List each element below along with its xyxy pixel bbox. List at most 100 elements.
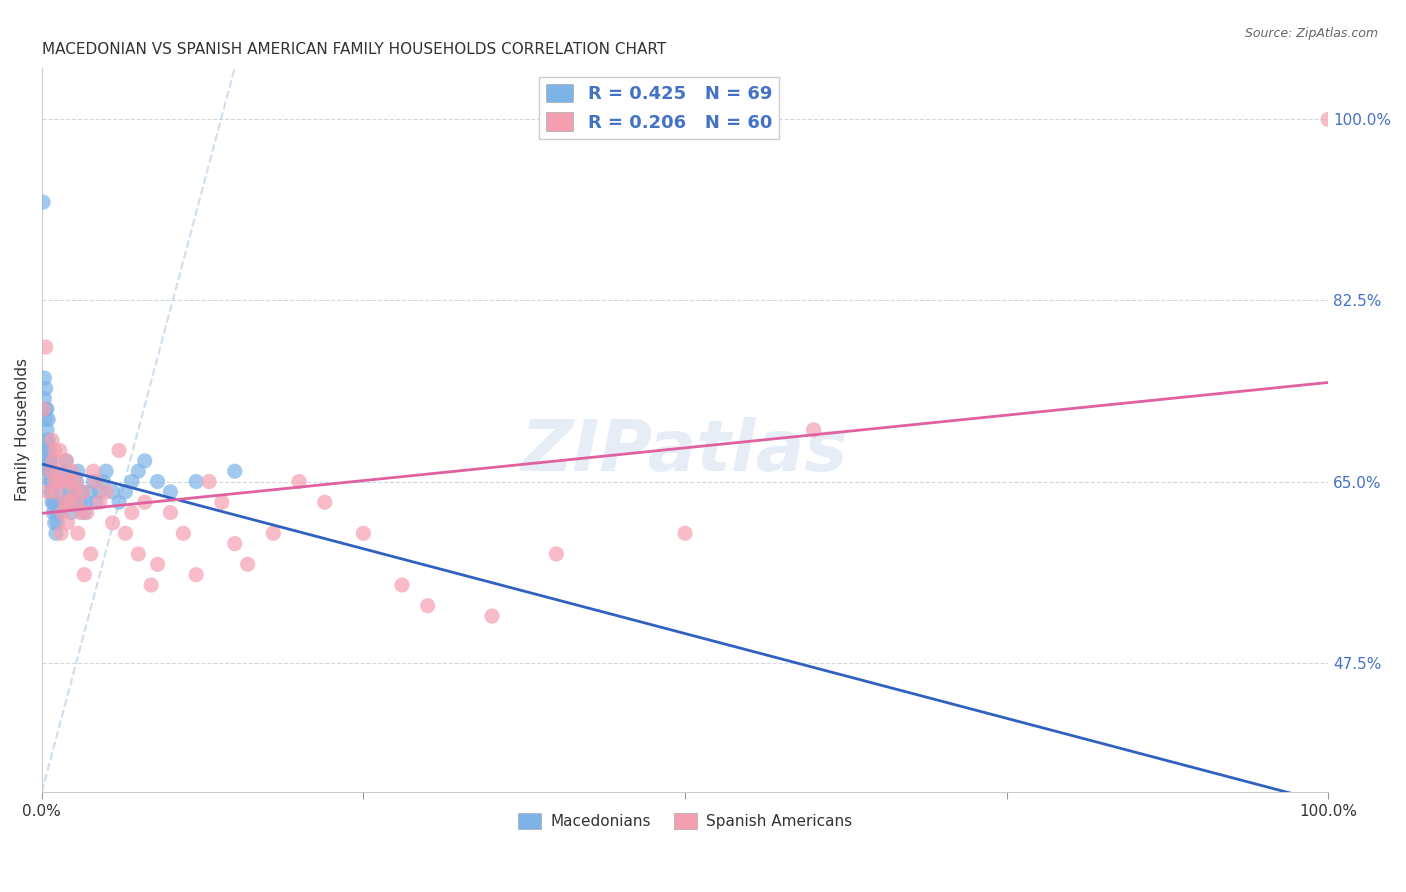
Point: [108, 443, 131, 458]
Point: [32, 195, 55, 210]
Point: [93, 475, 115, 489]
Point: [66, 464, 89, 478]
Point: [46, 495, 69, 509]
Point: [41, 495, 63, 509]
Point: [79, 484, 101, 499]
Point: [53, 495, 76, 509]
Point: [101, 516, 124, 530]
Point: [63, 495, 86, 509]
Point: [76, 506, 98, 520]
Point: [1317, 112, 1340, 127]
Point: [44, 516, 66, 530]
Point: [673, 526, 696, 541]
Point: [65, 475, 87, 489]
Point: [35, 443, 58, 458]
Point: [69, 495, 91, 509]
Point: [186, 475, 208, 489]
Point: [45, 506, 67, 520]
Point: [139, 578, 162, 592]
Point: [114, 526, 136, 541]
Point: [72, 484, 94, 499]
Point: [37, 484, 59, 499]
Point: [39, 475, 62, 489]
Point: [49, 484, 72, 499]
Point: [60, 506, 83, 520]
Point: [35, 433, 58, 447]
Point: [134, 454, 156, 468]
Y-axis label: Family Households: Family Households: [15, 359, 30, 501]
Point: [41, 484, 63, 499]
Point: [34, 392, 56, 406]
Point: [44, 443, 66, 458]
Point: [34, 381, 56, 395]
Point: [44, 475, 66, 489]
Point: [39, 464, 62, 478]
Legend: Macedonians, Spanish Americans: Macedonians, Spanish Americans: [512, 807, 858, 835]
Point: [38, 475, 60, 489]
Point: [84, 495, 107, 509]
Point: [45, 526, 67, 541]
Point: [42, 506, 65, 520]
Point: [65, 495, 87, 509]
Point: [37, 464, 59, 478]
Point: [108, 495, 131, 509]
Point: [82, 475, 104, 489]
Point: [37, 433, 59, 447]
Point: [34, 340, 56, 354]
Point: [121, 475, 143, 489]
Point: [35, 423, 58, 437]
Point: [32, 402, 55, 417]
Point: [56, 516, 79, 530]
Point: [49, 526, 72, 541]
Point: [56, 475, 79, 489]
Point: [42, 495, 65, 509]
Point: [73, 506, 96, 520]
Point: [41, 433, 63, 447]
Point: [46, 516, 69, 530]
Point: [391, 578, 413, 592]
Point: [44, 495, 66, 509]
Point: [39, 484, 62, 499]
Point: [546, 547, 568, 561]
Point: [34, 412, 56, 426]
Point: [65, 484, 87, 499]
Point: [55, 454, 77, 468]
Point: [94, 484, 117, 499]
Point: [352, 526, 374, 541]
Point: [48, 475, 70, 489]
Point: [146, 475, 169, 489]
Point: [42, 475, 65, 489]
Point: [42, 454, 65, 468]
Point: [59, 495, 82, 509]
Point: [51, 506, 73, 520]
Point: [73, 567, 96, 582]
Point: [59, 475, 82, 489]
Point: [38, 454, 60, 468]
Point: [172, 526, 194, 541]
Point: [37, 454, 59, 468]
Text: ZIPatlas: ZIPatlas: [522, 417, 849, 486]
Point: [46, 464, 69, 478]
Point: [82, 464, 104, 478]
Point: [803, 423, 825, 437]
Point: [34, 402, 56, 417]
Point: [52, 475, 75, 489]
Point: [127, 547, 149, 561]
Point: [146, 558, 169, 572]
Point: [314, 495, 336, 509]
Point: [63, 484, 86, 499]
Point: [70, 484, 93, 499]
Point: [79, 547, 101, 561]
Point: [45, 484, 67, 499]
Point: [186, 567, 208, 582]
Point: [65, 475, 87, 489]
Point: [38, 464, 60, 478]
Point: [41, 475, 63, 489]
Point: [198, 475, 221, 489]
Point: [94, 464, 117, 478]
Point: [121, 506, 143, 520]
Point: [84, 475, 107, 489]
Point: [66, 526, 89, 541]
Point: [51, 475, 73, 489]
Point: [224, 464, 246, 478]
